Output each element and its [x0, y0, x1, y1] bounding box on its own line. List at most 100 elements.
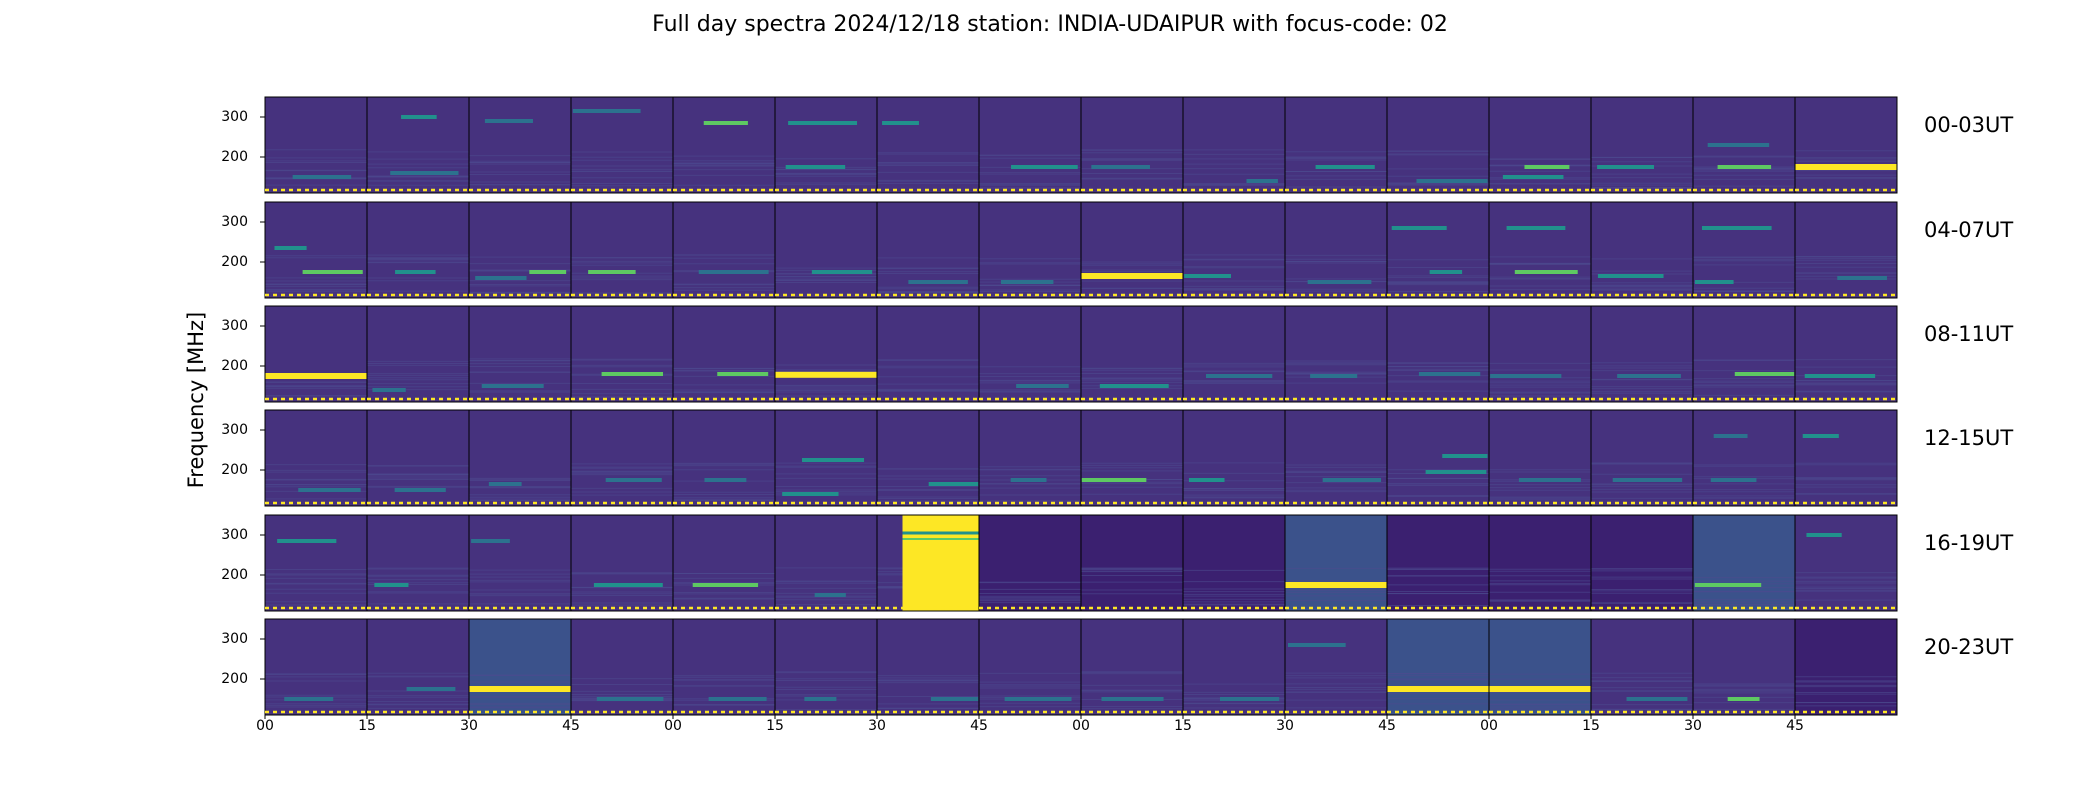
spectrum-panel: [469, 97, 571, 193]
x-tick-label: 45: [1786, 718, 1804, 734]
signal-band: [374, 583, 409, 587]
spectrum-panel: [1081, 97, 1183, 193]
signal-band: [1626, 697, 1688, 701]
spectrum-panel: [775, 202, 877, 298]
signal-band: [788, 121, 858, 125]
signal-band: [1010, 478, 1047, 482]
row-time-label: 20-23UT: [1924, 635, 2014, 659]
spectrum-panel: [367, 97, 469, 193]
y-tick-label: 300: [221, 214, 248, 230]
y-tick-label: 300: [221, 422, 248, 438]
signal-band: [1506, 226, 1566, 230]
signal-band: [704, 478, 747, 482]
signal-band: [390, 171, 459, 175]
signal-band: [1429, 270, 1463, 274]
y-tick-label: 200: [221, 671, 248, 687]
signal-band: [1000, 280, 1054, 284]
signal-band: [394, 488, 446, 492]
y-tick-label: 200: [221, 462, 248, 478]
spectrum-panel: [367, 202, 469, 298]
panel-border: [1794, 514, 1898, 612]
spectrum-panel: [367, 619, 469, 715]
x-tick-label: 30: [1684, 718, 1702, 734]
signal-band: [1307, 280, 1372, 284]
x-tick-label: 30: [1276, 718, 1294, 734]
panel-border: [1794, 618, 1898, 716]
signal-band: [928, 482, 979, 486]
panel-border: [1794, 409, 1898, 507]
x-tick-label: 15: [1582, 718, 1600, 734]
signal-band: [302, 270, 363, 274]
signal-band: [1502, 175, 1564, 179]
row-time-label: 12-15UT: [1924, 426, 2014, 450]
spectrum-panel: [979, 97, 1081, 193]
spectrum-panel: [1081, 515, 1183, 611]
spectrum-panel: [1591, 202, 1693, 298]
spectrum-panel: [1795, 97, 1897, 193]
signal-band: [401, 115, 437, 119]
y-tick-label: 300: [221, 631, 248, 647]
signal-band: [588, 270, 636, 274]
signal-band: [1734, 372, 1795, 376]
signal-band: [1804, 374, 1876, 378]
signal-band: [1514, 270, 1578, 274]
signal-band: [572, 109, 641, 113]
spectrum-panel: [877, 306, 979, 402]
signal-band: [717, 372, 769, 376]
signal-band: [1442, 454, 1488, 458]
signal-band: [1802, 434, 1839, 438]
signal-band: [1184, 274, 1231, 278]
spectrum-panel: [775, 97, 877, 193]
signal-band: [1717, 165, 1772, 169]
signal-band: [1081, 478, 1147, 482]
signal-band: [274, 246, 307, 250]
signal-band: [692, 583, 759, 587]
spectrum-panel: [1591, 515, 1693, 611]
spectrum-panel: [1183, 410, 1285, 506]
spectrum-panel: [979, 515, 1081, 611]
spectrum-panel: [1591, 410, 1693, 506]
chart-title: Full day spectra 2024/12/18 station: IND…: [652, 12, 1448, 37]
signal-band: [882, 121, 919, 125]
signal-band: [782, 492, 839, 496]
y-tick-label: 200: [221, 254, 248, 270]
x-tick-label: 15: [766, 718, 784, 734]
spectrum-panel: [1795, 306, 1897, 402]
spectrum-panel: [367, 515, 469, 611]
signal-band: [1387, 686, 1489, 692]
signal-band: [395, 270, 436, 274]
signal-band: [811, 270, 873, 274]
signal-band: [1101, 697, 1164, 701]
spectrum-panel: [1591, 306, 1693, 402]
signal-band: [471, 539, 510, 543]
signal-band: [703, 121, 748, 125]
signal-band: [601, 372, 664, 376]
signal-band: [277, 539, 337, 543]
signal-band: [475, 276, 527, 280]
signal-band: [804, 697, 837, 701]
signal-band: [1287, 643, 1346, 647]
signal-band: [265, 373, 367, 379]
signal-band: [1011, 165, 1078, 169]
signal-band: [596, 697, 664, 701]
signal-band: [1710, 478, 1757, 482]
spectrum-panel: [1285, 515, 1387, 611]
panel-border: [1794, 96, 1898, 194]
spectrum-panel: [1183, 306, 1285, 402]
spectrum-panel: [1489, 202, 1591, 298]
spectrum-panel: [1489, 619, 1591, 715]
signal-band: [1489, 686, 1591, 692]
x-tick-label: 00: [664, 718, 682, 734]
spectrum-panel: [1081, 410, 1183, 506]
signal-band: [814, 593, 846, 597]
signal-band: [1091, 165, 1150, 169]
spectrum-panel: [1183, 515, 1285, 611]
x-tick-label: 45: [970, 718, 988, 734]
signal-band: [406, 687, 456, 691]
panel-border: [1794, 305, 1898, 403]
spectrum-panel: [571, 306, 673, 402]
spectrum-panel: [1489, 410, 1591, 506]
signal-band: [1322, 478, 1382, 482]
